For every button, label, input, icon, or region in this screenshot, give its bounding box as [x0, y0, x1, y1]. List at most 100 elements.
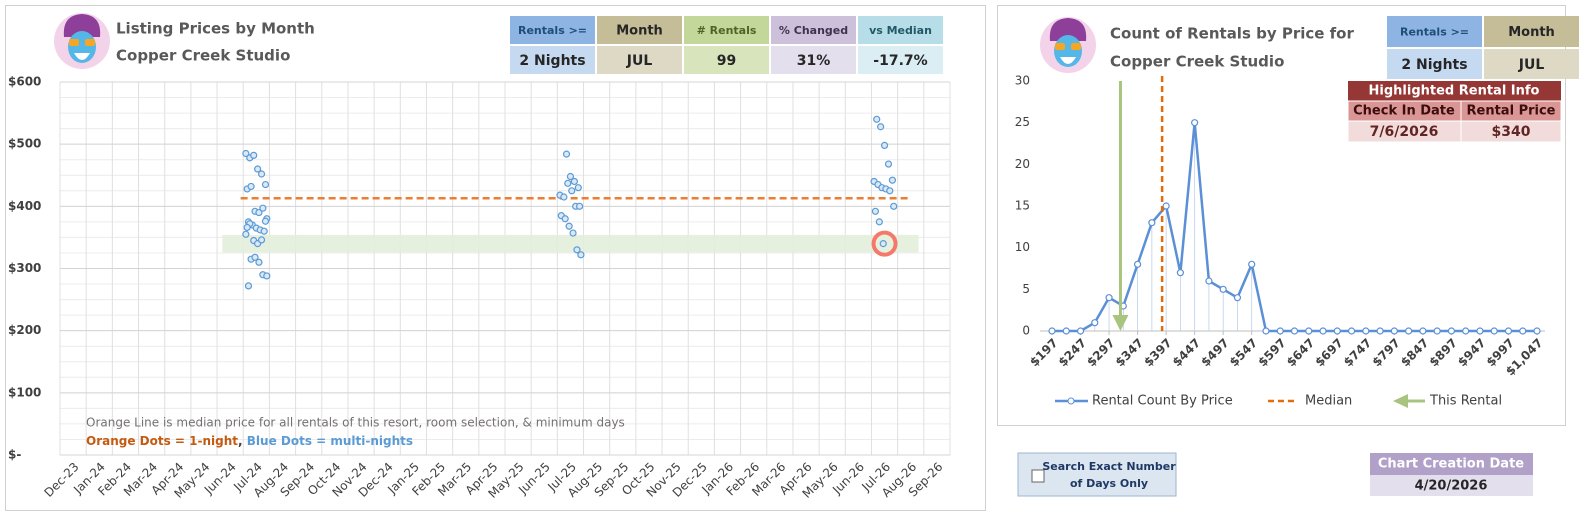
dot	[261, 180, 270, 189]
legend-label: Rental Count By Price	[1092, 394, 1233, 409]
dot	[565, 222, 573, 230]
dot	[577, 251, 585, 259]
legend-note-part: ,	[238, 434, 247, 448]
stat-label: # Rentals	[697, 24, 757, 37]
point	[1091, 319, 1099, 327]
title: Count of Rentals by Price for	[1110, 25, 1354, 43]
dot	[250, 151, 258, 159]
dot	[242, 149, 250, 158]
point	[1176, 269, 1184, 277]
dot	[243, 223, 251, 232]
y-tick-label: 10	[1015, 240, 1030, 254]
point	[1490, 327, 1498, 335]
point	[1476, 327, 1484, 335]
legend-note-part: Orange Dots = 1-night	[86, 434, 238, 448]
checkbox-label[interactable]: Search Exact Number	[1042, 460, 1176, 473]
dot	[880, 141, 889, 150]
stat-value-box	[684, 46, 769, 74]
point	[1362, 327, 1370, 335]
y-tick-label: $600	[8, 75, 41, 89]
point	[1062, 327, 1070, 335]
point	[1433, 327, 1441, 335]
dot	[564, 179, 572, 187]
dot	[574, 184, 582, 192]
checkbox-label[interactable]: of Days Only	[1070, 477, 1148, 490]
y-tick-label: $300	[8, 261, 41, 275]
dot	[569, 229, 577, 237]
stat-header-box	[1387, 16, 1482, 47]
point	[1219, 285, 1227, 293]
dot	[573, 246, 581, 254]
point	[1462, 327, 1470, 335]
stat-value: -17.7%	[873, 53, 927, 69]
y-tick-label: $200	[8, 323, 41, 337]
dot	[255, 208, 263, 217]
stat-value: 99	[717, 53, 736, 69]
dot	[255, 258, 263, 266]
stat-value: 31%	[797, 53, 831, 69]
dot	[254, 165, 262, 173]
stat-label: Rentals >=	[1400, 26, 1469, 39]
note: Orange Line is median price for all rent…	[86, 416, 625, 430]
legend-label: Median	[1305, 394, 1352, 409]
point	[1447, 327, 1456, 335]
point	[1504, 327, 1513, 335]
dot	[568, 187, 576, 195]
dot	[875, 218, 883, 226]
point	[1390, 327, 1398, 335]
highlight-table: Highlighted Rental Info Check In Date Re…	[1347, 81, 1562, 143]
point	[1405, 327, 1413, 335]
dot	[873, 115, 881, 123]
dot	[890, 202, 898, 210]
creation-date: Chart Creation Date 4/20/2026	[1370, 453, 1533, 496]
stat-header-box	[510, 16, 595, 44]
dot	[263, 272, 271, 280]
point	[1191, 119, 1199, 127]
y-tick-label: 25	[1015, 115, 1030, 129]
legend-note: Orange Dots = 1-night, Blue Dots = multi…	[86, 434, 413, 448]
stat-header-box	[771, 16, 856, 44]
point	[1248, 260, 1256, 268]
highlight-ring	[871, 230, 898, 257]
dot	[570, 177, 578, 186]
legend-note-part: Blue Dots = multi-nights	[247, 434, 413, 448]
legend-swatch	[1067, 397, 1075, 405]
stat-value-box	[771, 46, 856, 74]
legend-swatch	[1393, 394, 1408, 408]
point	[1319, 327, 1327, 335]
dot	[871, 207, 879, 215]
checkbox[interactable]	[1031, 469, 1045, 483]
dot	[260, 227, 268, 235]
date-value: 4/20/2026	[1415, 479, 1488, 494]
dot	[879, 240, 887, 248]
dot	[576, 202, 584, 210]
dot	[561, 215, 569, 223]
stat-value-box	[597, 46, 682, 74]
dot	[888, 176, 897, 184]
exact-days-checkbox[interactable]: Search Exact Number of Days Only	[1017, 452, 1177, 497]
stat-value: 2 Nights	[519, 53, 585, 69]
stat-header-box	[858, 16, 943, 44]
point	[1233, 294, 1242, 302]
y-tick-label: 0	[1022, 324, 1030, 338]
y-tick-label: 30	[1015, 74, 1030, 88]
point	[1376, 327, 1384, 335]
stat-label: Month	[616, 24, 663, 39]
stat-header-box	[1484, 16, 1579, 47]
dot	[261, 217, 270, 225]
dot	[257, 170, 266, 178]
dot	[562, 150, 571, 158]
stat-label: vs Median	[869, 24, 932, 37]
y-tick-label: 15	[1015, 199, 1030, 213]
date-label: Chart Creation Date	[1378, 457, 1524, 472]
y-tick-label: $500	[8, 137, 41, 151]
dot	[259, 204, 267, 212]
stat-value-box	[1387, 49, 1482, 79]
stat-value-box	[1484, 49, 1579, 79]
dot	[886, 187, 894, 195]
point	[1105, 294, 1113, 302]
point	[1205, 277, 1213, 285]
stat-value: JUL	[1518, 57, 1545, 73]
point	[1347, 327, 1356, 335]
